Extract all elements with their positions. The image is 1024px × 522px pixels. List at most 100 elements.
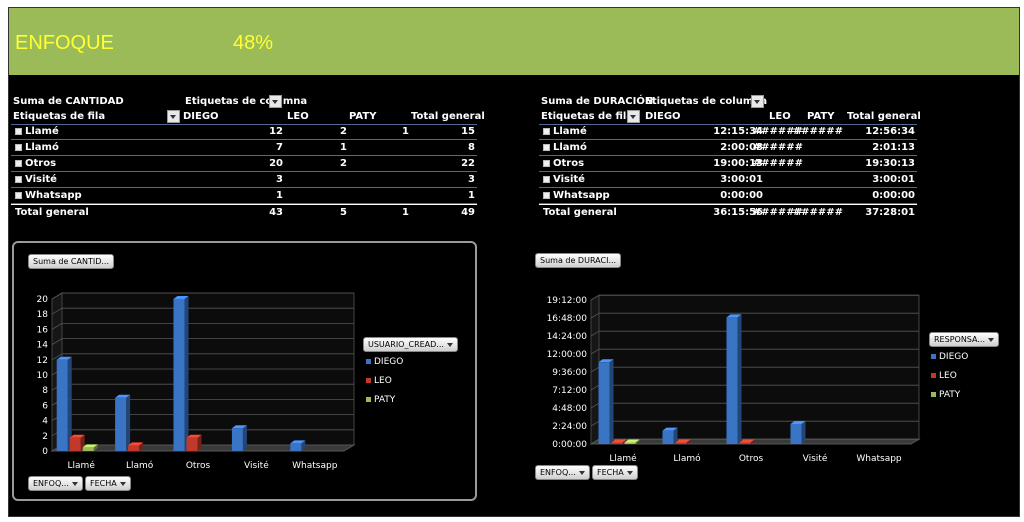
legend-swatch	[366, 359, 371, 364]
legend-label: DIEGO	[374, 357, 404, 367]
bar	[790, 424, 802, 444]
bar	[739, 442, 751, 444]
legend-item: LEO	[931, 371, 957, 381]
legend-swatch	[366, 397, 371, 402]
filter-button-fecha[interactable]: FECHA	[85, 476, 131, 491]
y-tick-label: 14:24:00	[547, 332, 588, 342]
bar-top	[128, 442, 144, 446]
bar-top	[726, 314, 742, 318]
pivot-cell: 19:00:13	[713, 158, 763, 169]
chart-duracion-plot: 0:00:00 2:24:00 4:48:00 7:12:00 9:36:00 12:00…	[547, 294, 921, 464]
pivot-cell: 0:00:00	[872, 190, 915, 201]
value-field-button[interactable]: Suma de CANTID...	[28, 254, 115, 269]
bar-side	[673, 427, 678, 444]
column-filter-dropdown[interactable]	[269, 95, 282, 108]
bar-side	[184, 296, 189, 451]
column-filter-dropdown[interactable]	[751, 95, 764, 108]
chart-duracion[interactable]: Suma de DURACI... 0:00:00 2:24:00 4:48:00 7…	[531, 248, 1015, 498]
bar-side	[67, 356, 72, 451]
gridline	[590, 384, 600, 391]
gridline	[590, 366, 600, 373]
pivot-row-label[interactable]: Whatsapp	[543, 188, 610, 203]
pivot-row-label[interactable]: Llamé	[543, 124, 587, 139]
bar	[675, 442, 687, 444]
filter-button-enfoque[interactable]: ENFOQ...	[28, 476, 83, 491]
bar-side	[126, 394, 131, 451]
pivot-cell: 2:01:13	[872, 142, 915, 153]
y-tick-label: 16:48:00	[547, 314, 588, 324]
gridline	[590, 420, 600, 427]
kpi-banner: ENFOQUE 48%	[9, 8, 1019, 75]
pivot-row-label[interactable]: Whatsapp	[15, 188, 82, 203]
pivot-row-label[interactable]: Llamó	[543, 140, 587, 155]
x-tick-label: Whatsapp	[292, 461, 338, 471]
bar-top	[624, 439, 640, 443]
pivot-cell: ######	[792, 126, 843, 137]
y-tick-label: 4	[42, 417, 48, 427]
bar-side	[635, 439, 640, 444]
pivot-row: Otros 20 2 22	[11, 156, 477, 172]
y-tick-label: 7:12:00	[552, 386, 587, 396]
pivot-row: Whatsapp 0:00:00 0:00:00	[539, 188, 917, 204]
expand-icon[interactable]	[543, 175, 550, 183]
expand-icon[interactable]	[15, 143, 22, 151]
plot-floor	[589, 438, 921, 445]
row-filter-dropdown[interactable]	[627, 110, 640, 123]
bar	[726, 317, 738, 444]
pivot-row-label[interactable]: Visité	[15, 172, 57, 187]
pivot-row: Llamé 12 2 1 15	[11, 124, 477, 140]
bar-side	[197, 434, 202, 451]
chart-legend: DIEGO LEO PATY	[366, 357, 466, 417]
bar	[128, 445, 140, 451]
bar-top	[115, 394, 131, 398]
pivot-row-label[interactable]: Llamé	[15, 124, 59, 139]
pivot-row-label[interactable]: Otros	[15, 156, 56, 171]
pivot-cell: 7	[276, 142, 283, 153]
expand-icon[interactable]	[15, 159, 22, 167]
expand-icon[interactable]	[543, 159, 550, 167]
legend-field-button[interactable]: RESPONSA...	[929, 332, 999, 347]
pivot-cell: 12	[269, 126, 283, 137]
pivot-row: Visité 3 3	[11, 172, 477, 188]
expand-icon[interactable]	[15, 175, 22, 183]
value-field-button[interactable]: Suma de DURACI...	[535, 253, 622, 268]
bar-side	[609, 359, 614, 444]
expand-icon[interactable]	[15, 191, 22, 199]
x-tick-label: Visité	[244, 460, 269, 471]
banner-title: ENFOQUE	[15, 32, 114, 54]
y-tick-label: 20	[37, 295, 49, 305]
expand-icon[interactable]	[15, 127, 22, 135]
pivot-col-header: LEO	[769, 111, 791, 122]
pivot-cell: 1	[402, 126, 409, 137]
bar-side	[139, 442, 144, 451]
bar	[290, 443, 302, 451]
pivot-cell: 20	[269, 158, 283, 169]
legend-label: PATY	[374, 395, 396, 405]
pivot-cell: ######	[752, 158, 803, 169]
expand-icon[interactable]	[543, 191, 550, 199]
filter-button-enfoque[interactable]: ENFOQ...	[535, 465, 590, 480]
expand-icon[interactable]	[543, 127, 550, 135]
y-tick-label: 12	[37, 356, 48, 366]
bar	[598, 362, 610, 444]
bar-top	[290, 440, 306, 444]
legend-field-button[interactable]: USUARIO_CREAD...	[363, 337, 458, 352]
pivot-cell: 12:56:34	[865, 126, 915, 137]
pivot-row: Llamó 2:00:08 ###### 2:01:13	[539, 140, 917, 156]
row-filter-dropdown[interactable]	[167, 110, 180, 123]
bar-top	[662, 427, 678, 431]
expand-icon[interactable]	[543, 143, 550, 151]
bar	[186, 437, 198, 451]
x-tick-label: Llamó	[126, 460, 154, 471]
bar	[231, 428, 243, 451]
pivot-row-labels: Etiquetas de fila	[13, 111, 106, 122]
pivot-row-label[interactable]: Visité	[543, 172, 585, 187]
pivot-row-label[interactable]: Llamó	[15, 140, 59, 155]
chart-cantidad[interactable]: Suma de CANTID... 0 2 4 6 8 10 12 14 16 18 20 Llamé…	[12, 241, 477, 501]
filter-button-fecha[interactable]: FECHA	[592, 465, 638, 480]
gridline	[51, 292, 63, 300]
bar-side	[242, 425, 247, 451]
pivot-row-label[interactable]: Otros	[543, 156, 584, 171]
bar	[56, 359, 68, 451]
legend-item: DIEGO	[366, 357, 403, 367]
